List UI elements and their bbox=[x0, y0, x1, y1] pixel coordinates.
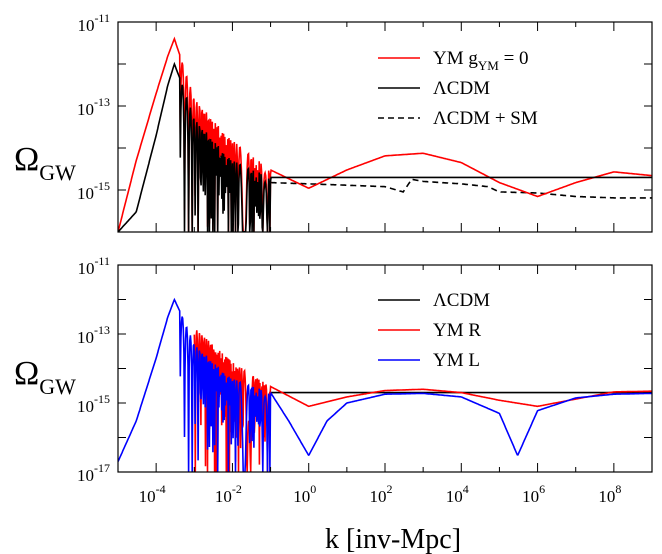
panel-bottom-x-tick-label: 108 bbox=[598, 482, 621, 506]
panel-bottom-series-ym-r-line bbox=[193, 330, 652, 472]
bottom-ylabel: ΩGW bbox=[14, 355, 76, 399]
bottom-axes-layer: 10-11 10-13 10-15 10-17 10-4 10-2 100 102 104 106… bbox=[77, 254, 653, 506]
panel-bottom-legend-label: ΛCDM bbox=[433, 290, 490, 311]
top-panel: 10-11 10-13 10-15 YM gYM = 0 ΛCDM ΛCDM + SM bbox=[77, 11, 653, 233]
top-series-layer bbox=[118, 36, 652, 232]
x-axis-title: k [inv-Mpc] bbox=[325, 524, 461, 554]
bottom-series-layer bbox=[118, 297, 652, 472]
panel-bottom-x-tick-label: 102 bbox=[370, 482, 393, 506]
panel-top-plot-area bbox=[118, 36, 652, 232]
bottom-panel: 10-11 10-13 10-15 10-17 10-4 10-2 100 102 104 106… bbox=[77, 254, 653, 506]
bottom-legend: ΛCDM YM R YM L bbox=[378, 290, 490, 371]
panel-top-series-cdm-line bbox=[118, 61, 652, 232]
panel-bottom-legend-label: YM R bbox=[433, 320, 481, 341]
panel-bottom-y-tick-label: 10-15 bbox=[77, 392, 110, 416]
panel-bottom-x-tick-label: 100 bbox=[293, 482, 316, 506]
panel-bottom-x-tick-label: 10-4 bbox=[139, 482, 166, 506]
panel-bottom-x-tick-label: 10-2 bbox=[215, 482, 242, 506]
panel-bottom-x-tick-label: 104 bbox=[446, 482, 469, 506]
panel-bottom-plot-area bbox=[118, 297, 652, 472]
panel-bottom-y-tick-label: 10-13 bbox=[77, 323, 110, 347]
panel-bottom-series-ym-l-line bbox=[118, 297, 652, 472]
panel-top-series-ym-g-line bbox=[118, 36, 652, 232]
panel-top-legend-label: ΛCDM bbox=[433, 78, 490, 99]
panel-bottom-x-tick-label: 106 bbox=[522, 482, 545, 506]
panel-top-y-tick-label: 10-11 bbox=[77, 11, 110, 35]
top-axes-layer: 10-11 10-13 10-15 bbox=[77, 11, 653, 233]
panel-top-series-cdm-sm-line bbox=[270, 178, 652, 199]
panel-top-legend-label: ΛCDM + SM bbox=[433, 108, 538, 129]
panel-top-y-tick-label: 10-13 bbox=[77, 95, 110, 119]
top-legend: YM gYM = 0 ΛCDM ΛCDM + SM bbox=[378, 48, 538, 129]
top-ylabel: ΩGW bbox=[14, 141, 76, 185]
panel-top-legend-label: YM gYM = 0 bbox=[433, 48, 529, 73]
panel-top-y-tick-label: 10-15 bbox=[77, 179, 110, 203]
panel-bottom-y-tick-label: 10-17 bbox=[77, 461, 110, 485]
panel-bottom-legend-label: YM L bbox=[433, 350, 480, 371]
panel-bottom-y-tick-label: 10-11 bbox=[77, 254, 110, 278]
